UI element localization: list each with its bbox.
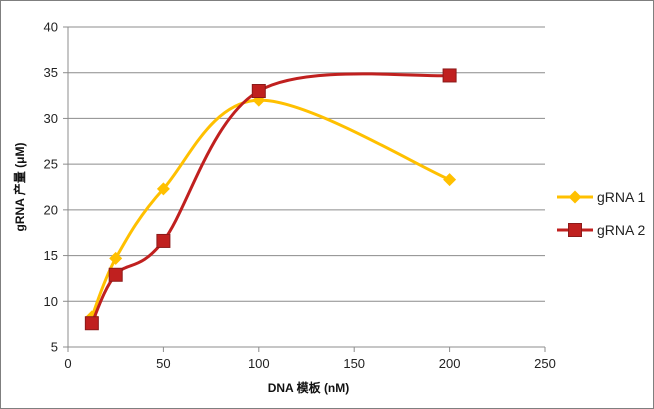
axes — [63, 26, 546, 352]
y-tick-label: 35 — [44, 65, 58, 80]
plot-series — [84, 68, 457, 331]
legend-item: gRNA 2 — [557, 222, 645, 238]
y-tick-label: 15 — [44, 248, 58, 263]
x-axis-label: DNA 模板 (nM) — [268, 380, 350, 395]
y-tick-label: 30 — [44, 111, 58, 126]
y-tick-label: 20 — [44, 202, 58, 217]
series-2 — [84, 68, 457, 331]
x-tick-labels: 0 50 100 150 200 250 — [64, 356, 555, 371]
data-point — [443, 173, 457, 187]
legend-marker — [568, 190, 582, 204]
gridlines — [68, 26, 545, 302]
x-tick-label: 50 — [156, 356, 170, 371]
data-point — [251, 84, 266, 98]
legend: gRNA 1 gRNA 2 — [557, 189, 645, 238]
data-point — [109, 251, 123, 265]
y-tick-label: 5 — [51, 340, 58, 355]
x-tick-label: 100 — [248, 356, 270, 371]
x-tick-label: 200 — [439, 356, 461, 371]
series-1 — [85, 93, 457, 324]
series-line — [90, 72, 450, 324]
x-tick-label: 150 — [343, 356, 365, 371]
data-point — [108, 267, 123, 282]
x-tick-label: 250 — [534, 356, 556, 371]
data-point — [442, 68, 457, 83]
legend-marker — [568, 223, 582, 237]
legend-item: gRNA 1 — [557, 189, 645, 205]
series-line — [90, 98, 451, 318]
y-tick-label: 25 — [44, 157, 58, 172]
y-tick-labels: 5 10 15 20 25 30 35 40 — [44, 20, 58, 355]
x-tick-label: 0 — [64, 356, 71, 371]
data-point — [156, 182, 170, 196]
y-axis-label: gRNA 产量 (μM) — [12, 143, 27, 232]
data-point — [84, 316, 99, 331]
y-tick-label: 10 — [44, 294, 58, 309]
legend-label: gRNA 2 — [597, 222, 645, 238]
legend-label: gRNA 1 — [597, 189, 645, 205]
data-point — [156, 233, 171, 248]
y-tick-label: 40 — [44, 20, 58, 35]
